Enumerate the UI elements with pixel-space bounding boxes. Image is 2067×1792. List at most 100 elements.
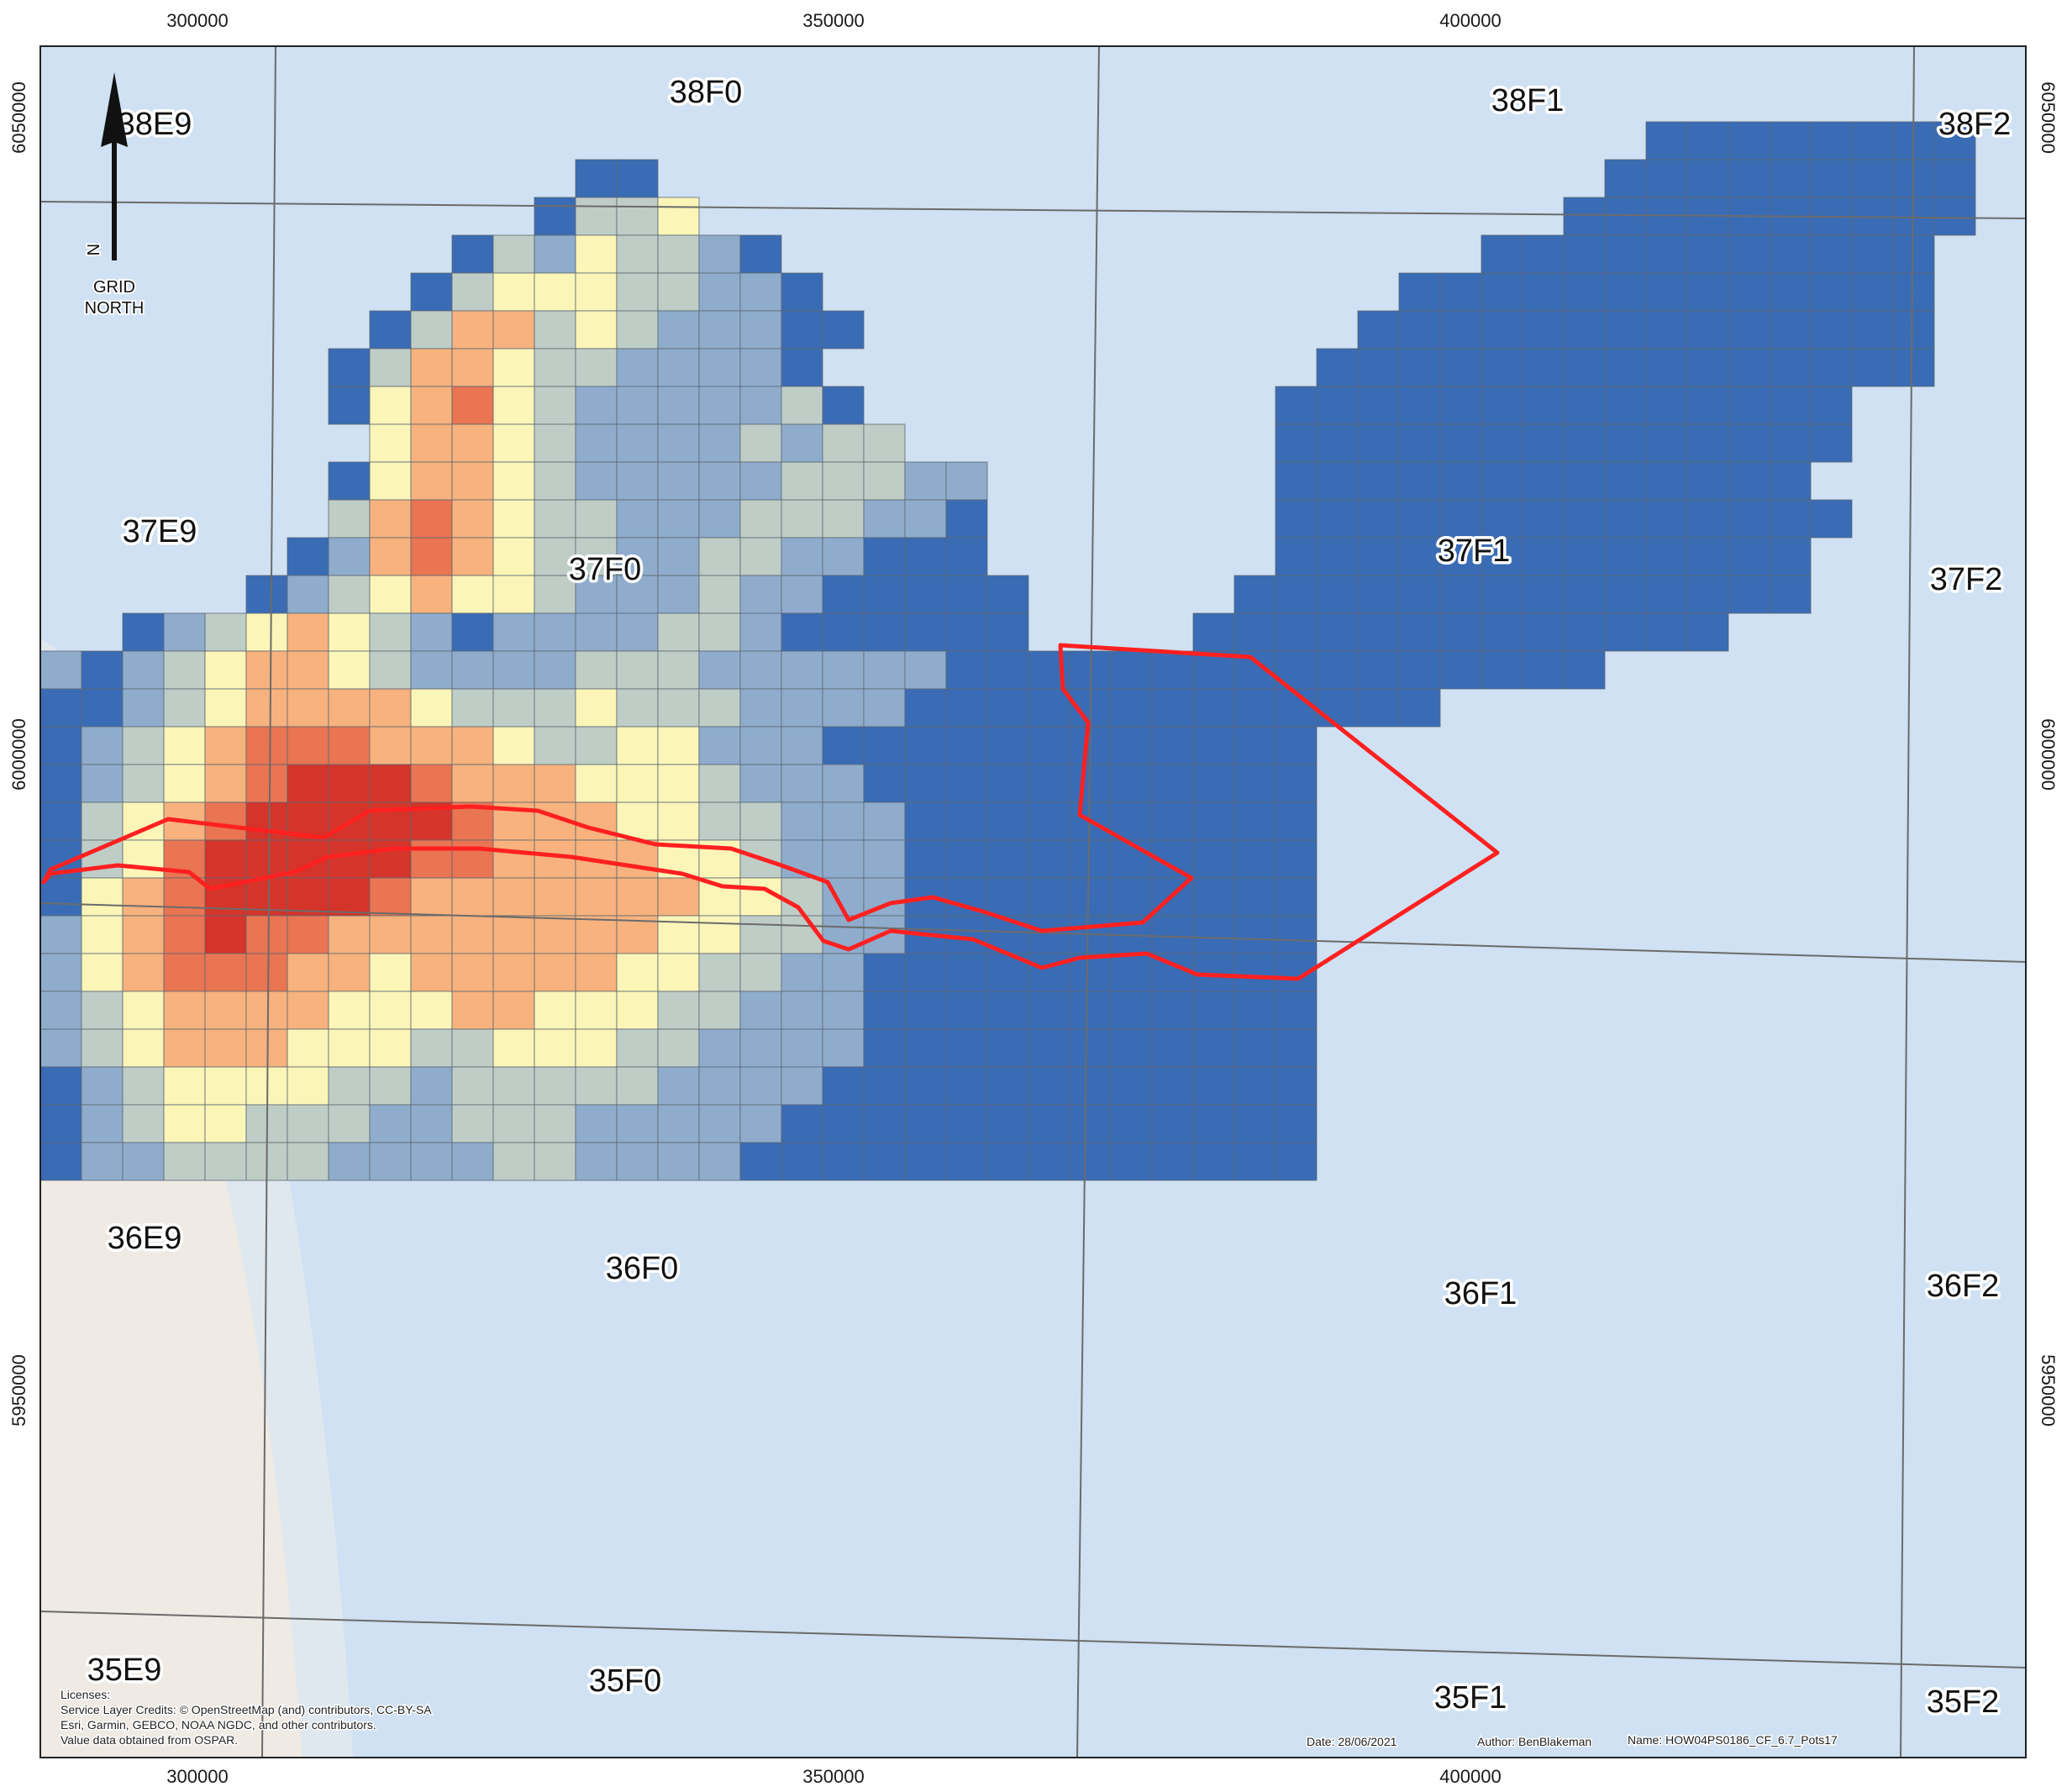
effort-cell: [410, 953, 453, 992]
effort-cell: [1028, 1142, 1070, 1181]
effort-cell: [451, 764, 494, 803]
effort-cell: [904, 953, 947, 992]
effort-cell: [1192, 688, 1235, 728]
effort-cell: [657, 461, 700, 501]
effort-cell: [1481, 272, 1523, 312]
effort-cell: [863, 953, 906, 992]
effort-cell: [781, 953, 823, 992]
effort-cell: [1686, 386, 1729, 425]
study-boundary-polygon: [41, 643, 1500, 981]
effort-cell: [1357, 575, 1400, 614]
effort-cell: [451, 839, 494, 879]
effort-cell: [739, 953, 782, 992]
effort-cell: [657, 953, 700, 992]
coordinate-tick-label: 350000: [802, 1766, 864, 1787]
effort-cell: [657, 650, 700, 690]
effort-cell: [1645, 612, 1688, 652]
effort-cell: [1192, 915, 1235, 954]
effort-cell: [1028, 991, 1070, 1030]
effort-cell: [369, 612, 412, 652]
effort-cell: [657, 234, 700, 274]
effort-cell: [616, 197, 659, 236]
effort-cell: [451, 1142, 494, 1181]
effort-cell: [534, 386, 576, 425]
effort-cell: [1069, 877, 1112, 917]
effort-cell: [1316, 423, 1359, 463]
effort-cell: [1563, 423, 1606, 463]
effort-cell: [534, 348, 576, 387]
effort-cell: [122, 1104, 165, 1143]
effort-cell: [287, 953, 329, 992]
effort-cell: [698, 764, 741, 803]
effort-cell: [1769, 461, 1812, 501]
effort-cell: [1563, 197, 1606, 236]
effort-cell: [1233, 1066, 1276, 1106]
effort-cell: [245, 953, 288, 992]
effort-cell: [204, 1066, 247, 1106]
effort-cell: [369, 1104, 412, 1143]
effort-cell: [945, 575, 988, 614]
effort-cell: [1316, 612, 1359, 652]
effort-cell: [1604, 348, 1647, 387]
effort-cell: [451, 575, 494, 614]
effort-cell: [575, 915, 618, 954]
effort-cell: [986, 1142, 1029, 1181]
effort-cell: [822, 991, 865, 1030]
effort-cell: [1316, 688, 1359, 728]
coordinate-tick-label: 6050000: [8, 81, 29, 154]
effort-cell: [369, 764, 412, 803]
effort-cell: [1275, 1142, 1318, 1181]
effort-cell: [492, 499, 535, 539]
effort-cell: [781, 537, 823, 576]
effort-cell: [739, 612, 782, 652]
effort-cell: [1275, 915, 1318, 954]
effort-cell: [81, 650, 124, 690]
effort-cell: [1810, 499, 1853, 539]
effort-cell: [410, 839, 453, 879]
effort-cell: [492, 386, 535, 425]
effort-cell: [575, 461, 618, 501]
effort-cell: [410, 537, 453, 576]
effort-cell: [1686, 461, 1729, 501]
effort-cell: [945, 612, 988, 652]
effort-cell: [739, 688, 782, 728]
effort-cell: [369, 991, 412, 1030]
effort-cell: [328, 953, 371, 992]
effort-cell: [492, 953, 535, 992]
effort-cell: [904, 499, 947, 539]
effort-cell: [534, 499, 576, 539]
effort-cell: [1439, 650, 1482, 690]
effort-cell: [945, 726, 988, 765]
effort-cell: [410, 1104, 453, 1143]
effort-cell: [369, 915, 412, 954]
effort-cell: [1933, 121, 1976, 160]
effort-cell: [1316, 650, 1359, 690]
effort-cell: [534, 461, 576, 501]
effort-cell: [945, 1104, 988, 1143]
effort-cell: [986, 839, 1029, 879]
effort-cell: [1645, 499, 1688, 539]
effort-cell: [822, 1142, 865, 1181]
ices-rectangle-label: 36F2: [1927, 1269, 2000, 1304]
effort-cell: [1810, 423, 1853, 463]
effort-cell: [328, 537, 371, 576]
effort-cell: [1398, 310, 1441, 349]
effort-cell: [1604, 159, 1647, 198]
effort-cell: [739, 423, 782, 463]
effort-cell: [1810, 348, 1853, 387]
ices-rectangle-label: 35E9: [87, 1653, 162, 1688]
effort-cell: [822, 310, 865, 349]
effort-cell: [163, 612, 206, 652]
effort-cell: [657, 726, 700, 765]
effort-cell: [945, 499, 988, 539]
effort-cell: [410, 272, 453, 312]
effort-cell: [369, 386, 412, 425]
effort-cell: [1028, 1066, 1070, 1106]
effort-cell: [410, 386, 453, 425]
effort-cell: [492, 537, 535, 576]
effort-cell: [204, 839, 247, 879]
map-border: [39, 45, 2027, 1758]
ices-rectangle-label: 38F2: [1938, 107, 2012, 142]
effort-cell: [1233, 991, 1276, 1030]
effort-cell: [616, 915, 659, 954]
